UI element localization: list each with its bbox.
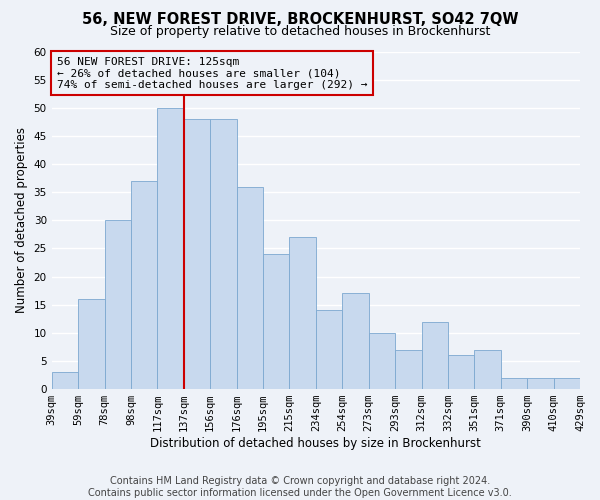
X-axis label: Distribution of detached houses by size in Brockenhurst: Distribution of detached houses by size …: [151, 437, 481, 450]
Y-axis label: Number of detached properties: Number of detached properties: [15, 128, 28, 314]
Bar: [527, 378, 554, 389]
Bar: [554, 378, 580, 389]
Text: 56, NEW FOREST DRIVE, BROCKENHURST, SO42 7QW: 56, NEW FOREST DRIVE, BROCKENHURST, SO42…: [82, 12, 518, 28]
Text: 56 NEW FOREST DRIVE: 125sqm
← 26% of detached houses are smaller (104)
74% of se: 56 NEW FOREST DRIVE: 125sqm ← 26% of det…: [57, 56, 367, 90]
Bar: [395, 350, 421, 389]
Bar: [475, 350, 501, 389]
Bar: [421, 322, 448, 389]
Bar: [184, 119, 210, 389]
Bar: [263, 254, 289, 389]
Bar: [316, 310, 342, 389]
Bar: [78, 299, 104, 389]
Bar: [210, 119, 236, 389]
Bar: [104, 220, 131, 389]
Bar: [289, 237, 316, 389]
Bar: [236, 186, 263, 389]
Bar: [368, 333, 395, 389]
Bar: [52, 372, 78, 389]
Text: Size of property relative to detached houses in Brockenhurst: Size of property relative to detached ho…: [110, 25, 490, 38]
Bar: [342, 294, 368, 389]
Bar: [131, 181, 157, 389]
Bar: [157, 108, 184, 389]
Text: Contains HM Land Registry data © Crown copyright and database right 2024.
Contai: Contains HM Land Registry data © Crown c…: [88, 476, 512, 498]
Bar: [448, 356, 475, 389]
Bar: [501, 378, 527, 389]
